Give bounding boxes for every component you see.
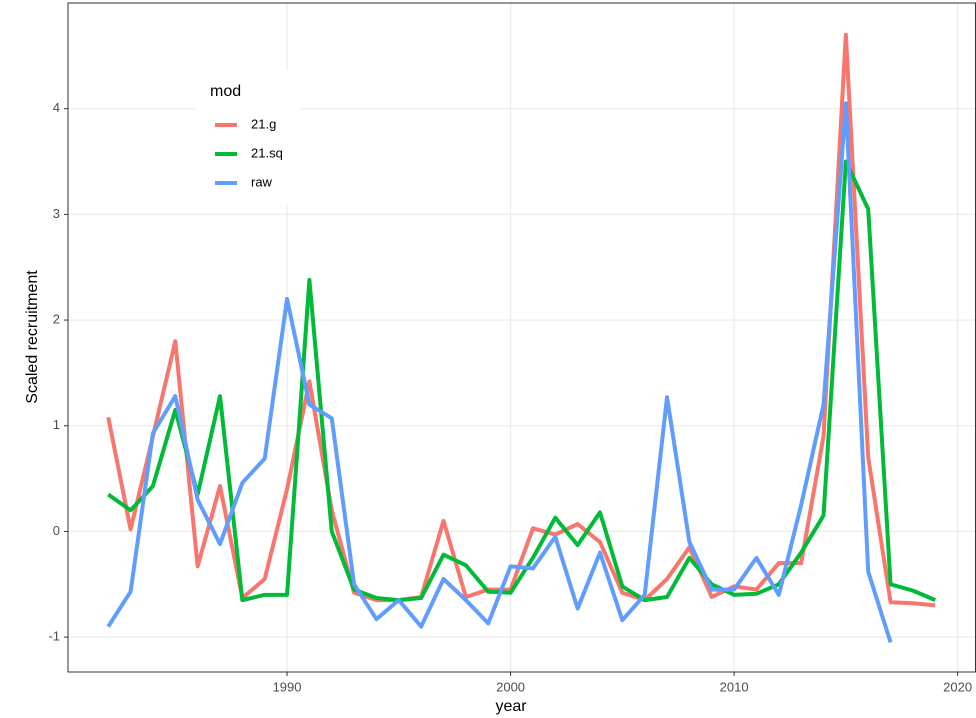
y-tick-label: 4	[53, 100, 60, 115]
y-tick-label: -1	[48, 629, 60, 644]
legend-title: mod	[210, 83, 241, 100]
x-tick-label: 2000	[496, 679, 525, 694]
x-tick-label: 2020	[943, 679, 972, 694]
x-axis-title: year	[495, 698, 527, 715]
y-tick-label: 2	[53, 311, 60, 326]
legend-label: 21.sq	[251, 145, 283, 160]
legend-label: 21.g	[251, 116, 276, 131]
x-tick-label: 2010	[720, 679, 749, 694]
legend-background	[195, 70, 300, 205]
y-tick-label: 1	[53, 417, 60, 432]
y-axis-title: Scaled recruitment	[24, 270, 41, 404]
y-tick-label: 3	[53, 206, 60, 221]
legend-label: raw	[251, 174, 273, 189]
series-line	[106, 32, 936, 608]
series-line	[106, 101, 893, 644]
x-tick-label: 1990	[273, 679, 302, 694]
y-tick-label: 0	[53, 523, 60, 538]
series-line	[107, 159, 937, 603]
legend: mod 21.g 21.sq raw	[195, 70, 300, 205]
